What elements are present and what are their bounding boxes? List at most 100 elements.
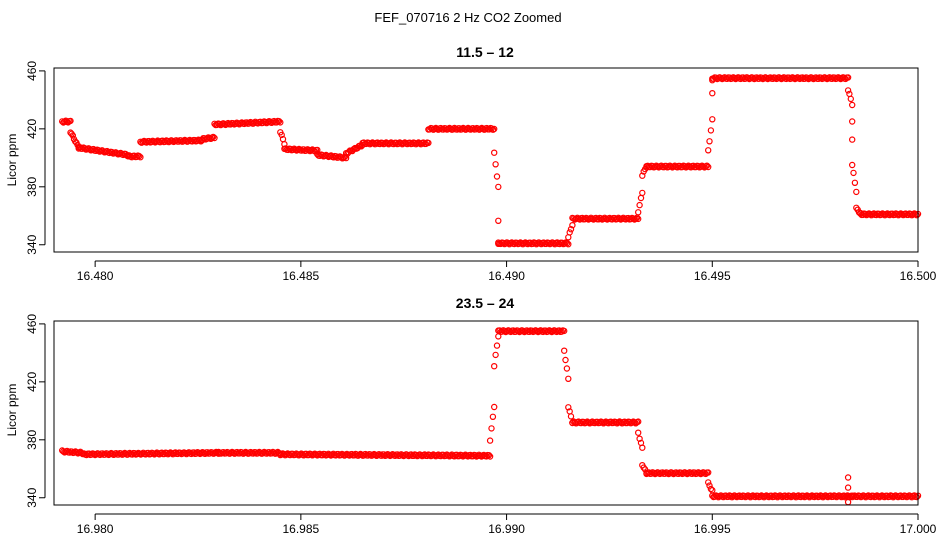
data-point	[314, 146, 321, 154]
data-point	[489, 413, 497, 420]
data-point	[705, 147, 712, 154]
data-point	[561, 240, 568, 247]
data-point	[635, 429, 642, 436]
data-point	[492, 161, 499, 168]
data-point	[277, 119, 284, 126]
data-point	[565, 240, 572, 248]
data-point	[67, 117, 74, 125]
data-point	[849, 101, 856, 109]
chart-panel-bottom: 23.5 – 24 Licor ppm 16.980 16.985 16.990 16…	[5, 295, 936, 536]
data-point	[495, 217, 502, 224]
data-point	[486, 453, 494, 460]
data-point	[488, 425, 495, 432]
x-tick-label-bottom: 16.985	[283, 522, 320, 536]
data-point	[495, 183, 502, 191]
data-point	[706, 482, 713, 489]
data-point	[137, 153, 144, 161]
data-point	[707, 485, 715, 493]
data-point	[707, 127, 715, 134]
plot-frame-top	[53, 67, 919, 253]
data-point	[709, 89, 716, 97]
data-point	[849, 161, 856, 169]
data-point	[847, 95, 855, 103]
chart-panel-top: 11.5 – 12 Licor ppm 16.480 16.485 16.490 16…	[5, 44, 936, 283]
data-point	[631, 419, 638, 426]
data-point	[636, 201, 643, 209]
data-point	[491, 125, 498, 133]
data-point	[635, 418, 642, 425]
data-point	[563, 239, 571, 247]
data-point	[635, 209, 642, 216]
y-tick-label-top: 340	[25, 234, 39, 254]
figure-title: FEF_070716 2 Hz CO2 Zoomed	[374, 10, 561, 25]
y-tick-label-bottom: 340	[25, 487, 39, 507]
data-point	[913, 211, 921, 219]
data-point	[492, 351, 499, 359]
data-point	[567, 225, 575, 233]
y-axis-label-bottom: Licor ppm	[5, 384, 19, 437]
x-tick-label-top: 16.480	[77, 269, 114, 283]
data-point	[706, 138, 713, 145]
data-point	[705, 469, 712, 476]
x-tick-label-bottom: 16.980	[77, 522, 114, 536]
data-point	[844, 87, 852, 94]
data-point	[844, 498, 852, 506]
x-tick-label-top: 16.490	[488, 269, 525, 283]
data-point	[635, 215, 642, 223]
data-point	[491, 403, 498, 411]
data-point	[486, 437, 494, 444]
data-point	[709, 116, 716, 123]
chart-title-bottom: 23.5 – 24	[456, 295, 515, 311]
data-point	[488, 125, 495, 132]
data-point	[567, 413, 575, 420]
data-point	[844, 484, 852, 491]
x-tick-label-top: 16.495	[694, 269, 731, 283]
data-marks-top	[59, 74, 922, 248]
data-point	[493, 342, 501, 349]
data-point	[639, 444, 646, 451]
data-point	[844, 74, 852, 81]
data-point	[849, 136, 856, 143]
data-point	[491, 149, 498, 156]
y-tick-label-top: 380	[25, 176, 39, 196]
data-point	[639, 189, 646, 197]
data-point	[209, 133, 217, 141]
x-tick-label-bottom: 16.990	[488, 522, 525, 536]
data-point	[211, 134, 218, 142]
data-point	[275, 117, 283, 125]
chart-title-top: 11.5 – 12	[456, 44, 514, 60]
data-point	[69, 132, 77, 139]
data-marks-bottom	[59, 327, 922, 506]
data-point	[135, 152, 143, 160]
data-point	[561, 327, 568, 335]
x-tick-label-top: 16.485	[283, 269, 320, 283]
data-point	[278, 131, 285, 139]
plot-frame-bottom	[53, 320, 919, 506]
data-point	[485, 452, 493, 459]
data-point	[566, 229, 573, 236]
data-point	[850, 169, 857, 177]
data-point	[637, 194, 645, 202]
data-point	[705, 163, 712, 171]
data-point	[561, 347, 568, 354]
data-point	[703, 162, 711, 169]
data-point	[565, 404, 572, 411]
x-tick-label-top: 16.500	[900, 269, 936, 283]
data-point	[849, 118, 856, 125]
x-tick-label-bottom: 16.995	[694, 522, 731, 536]
data-point	[563, 365, 571, 372]
y-tick-label-top: 420	[25, 119, 39, 139]
y-tick-label-top: 460	[25, 61, 39, 81]
data-point	[851, 179, 859, 186]
axes-top: 16.480 16.485 16.490 16.495 16.500 340 380 420 4…	[25, 61, 936, 283]
data-point	[562, 356, 569, 364]
data-point	[709, 487, 716, 494]
axes-bottom: 16.980 16.985 16.990 16.995 17.000 340 380 420 4…	[25, 314, 936, 536]
data-point	[705, 479, 712, 486]
data-point	[569, 221, 576, 229]
data-point	[844, 474, 852, 481]
data-point	[491, 363, 498, 370]
x-tick-label-bottom: 17.000	[900, 522, 936, 536]
y-tick-label-bottom: 420	[25, 372, 39, 392]
